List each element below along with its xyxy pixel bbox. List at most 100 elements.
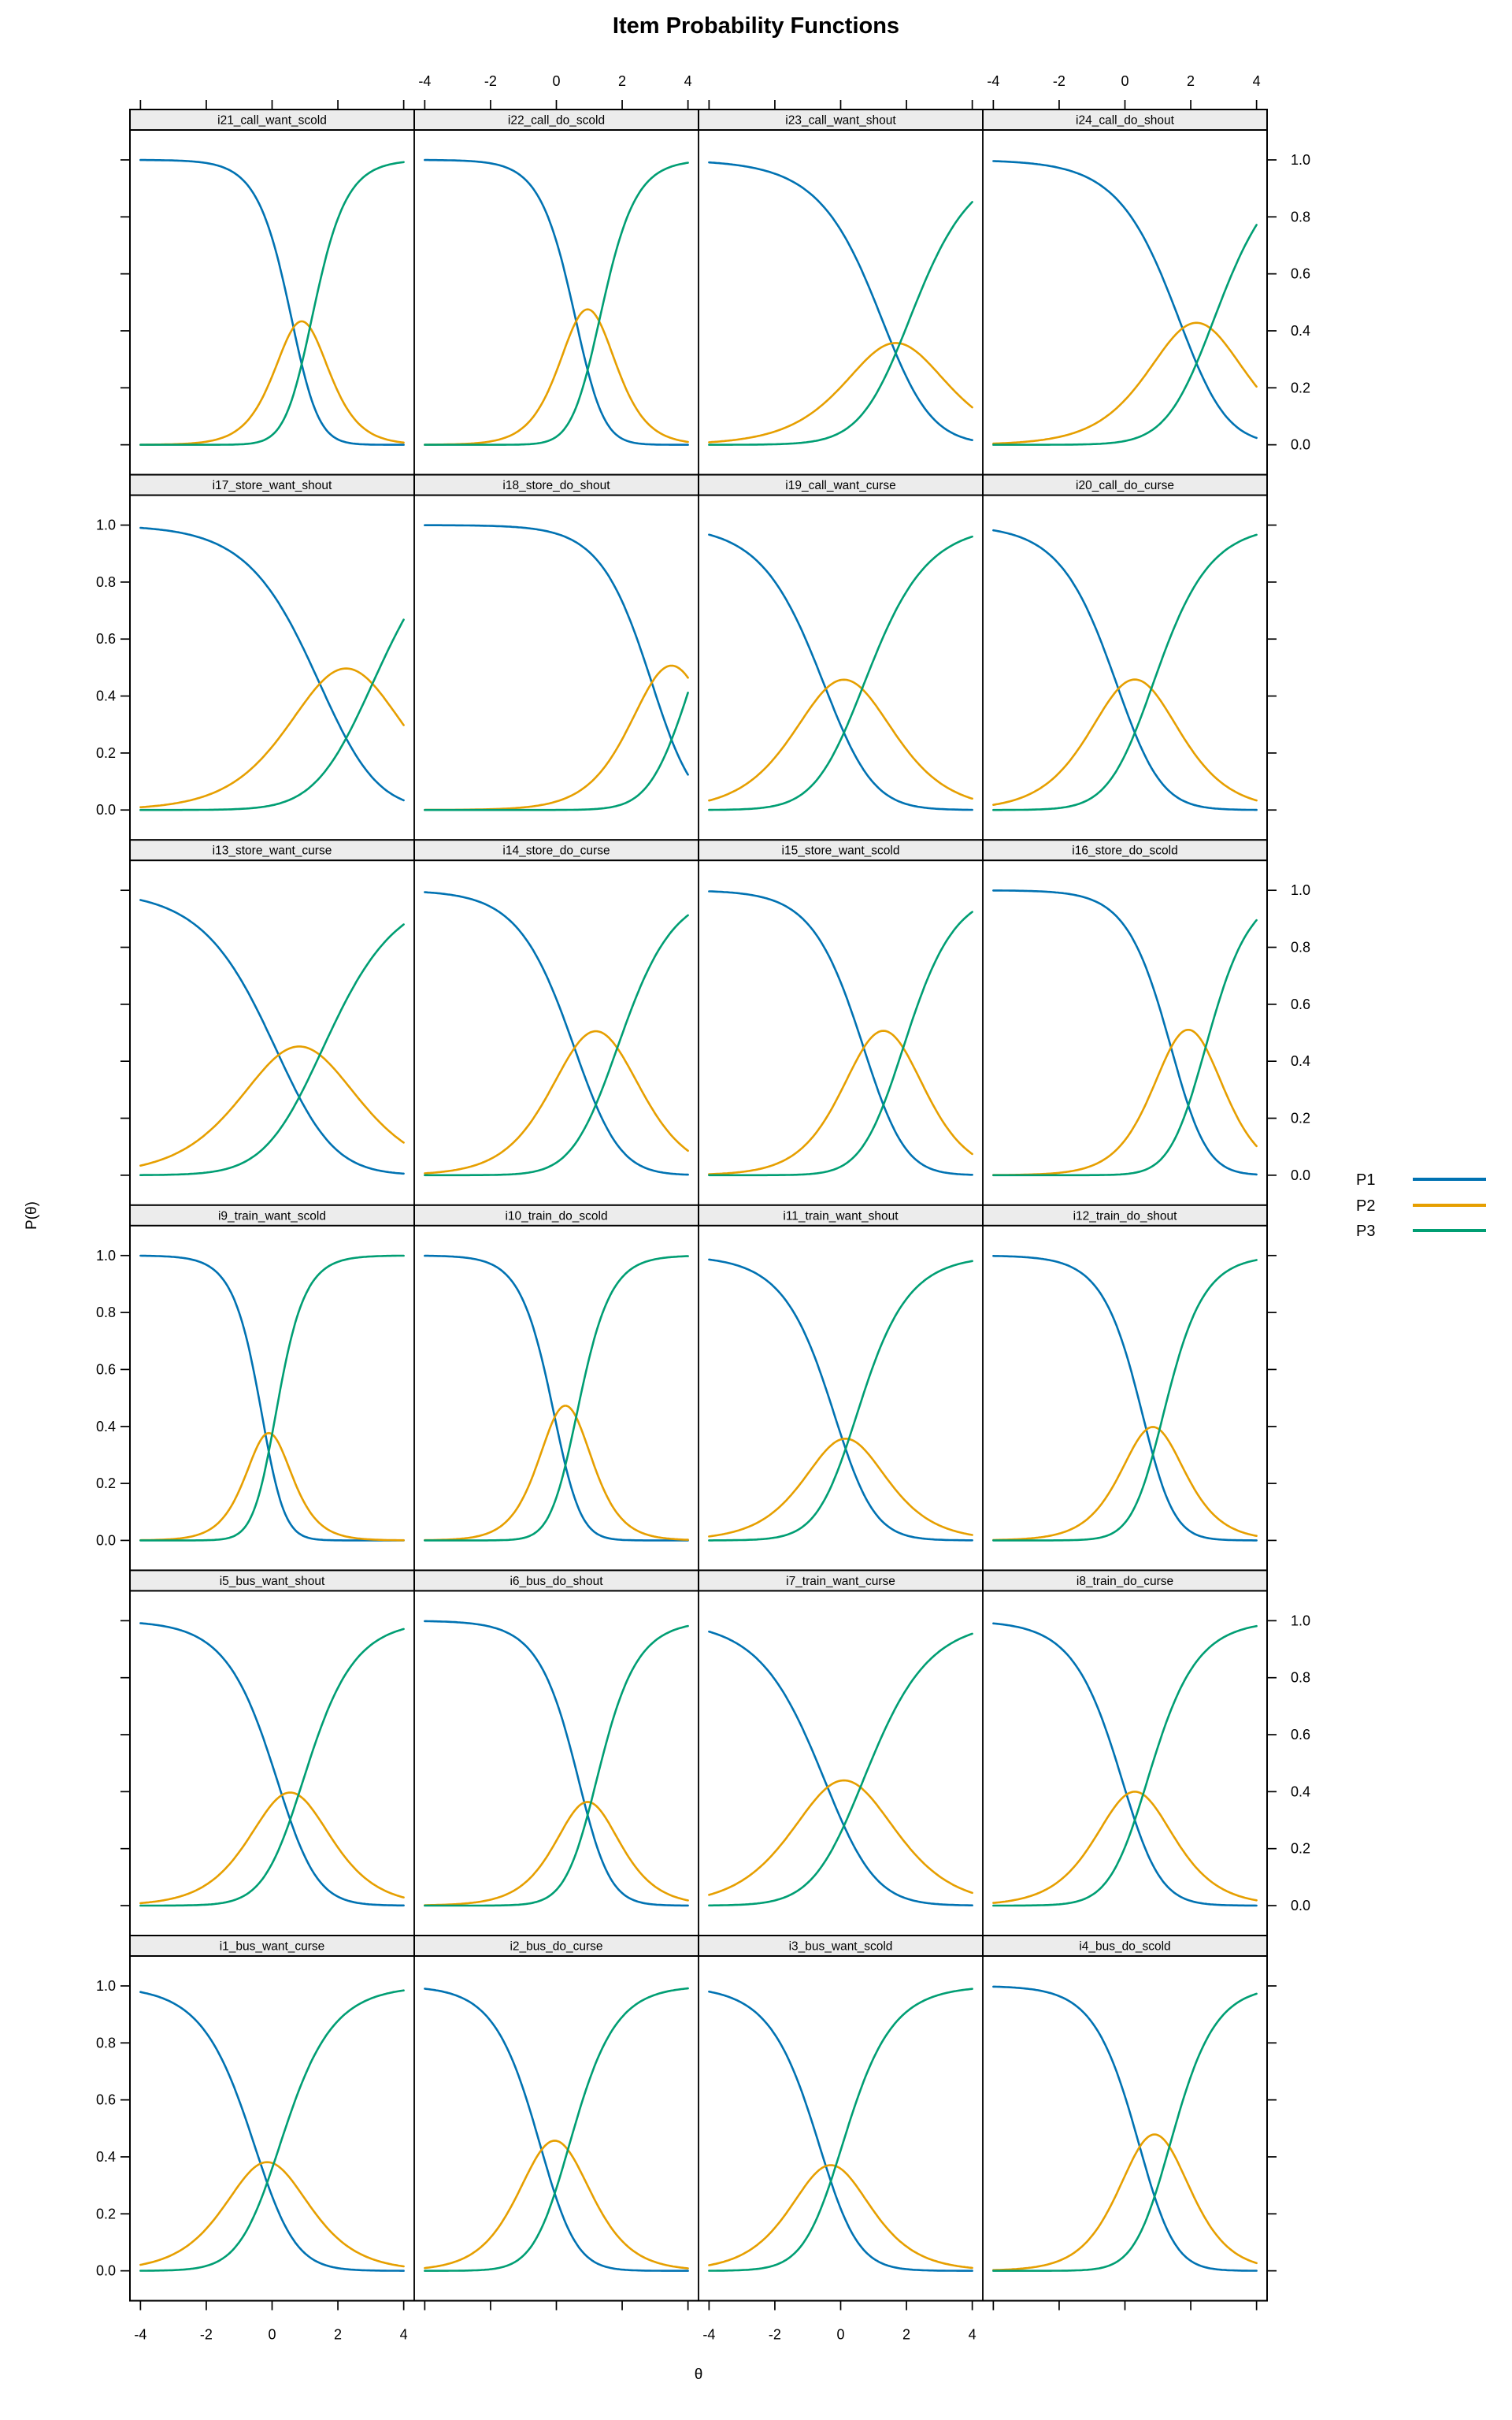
- strip-label-i8_train_do_curse: i8_train_do_curse: [1077, 1575, 1173, 1588]
- curve-P1-i9_train_want_scold: [139, 1254, 405, 1542]
- curve-P1-i11_train_want_shout: [708, 1258, 973, 1542]
- y-tick-label-left: 0.2: [96, 1475, 116, 1491]
- x-tick-label-bottom: 0: [268, 2327, 276, 2343]
- curve-P1-i13_store_want_curse: [139, 899, 405, 1175]
- curve-P3-i14_store_do_curse: [424, 914, 689, 1177]
- x-tick-label-bottom: -4: [134, 2327, 146, 2343]
- legend-label-p2: P2: [1356, 1197, 1375, 1215]
- y-tick-label-right: 0.8: [1291, 940, 1310, 956]
- x-tick-label-top: -2: [484, 73, 497, 89]
- curve-P2-i24_call_do_shout: [992, 321, 1258, 445]
- panel-grid: i21_call_want_scold i22_call_do_scold i23_…: [96, 73, 1310, 2343]
- x-tick-label-bottom: 4: [969, 2327, 976, 2343]
- curve-P3-i4_bus_do_scold: [992, 1992, 1258, 2272]
- chart-title: Item Probability Functions: [613, 13, 899, 39]
- y-tick-label-left: 0.6: [96, 2092, 116, 2108]
- y-tick-label-left: 1.0: [96, 1248, 116, 1264]
- curve-P3-i17_store_want_shout: [139, 618, 405, 811]
- curve-P3-i18_store_do_shout: [424, 691, 689, 811]
- legend-label-p1: P1: [1356, 1171, 1375, 1189]
- y-tick-label-left: 1.0: [96, 518, 116, 533]
- strip-i23_call_want_shout: [698, 109, 984, 131]
- curve-P2-i8_train_do_curse: [992, 1791, 1258, 1904]
- x-tick-label-bottom: -2: [200, 2327, 213, 2343]
- strip-label-i17_store_want_shout: i17_store_want_shout: [213, 479, 332, 492]
- curve-P3-i15_store_want_scold: [708, 911, 973, 1177]
- y-tick-label-left: 0.4: [96, 2149, 116, 2165]
- curve-P2-i13_store_want_curse: [139, 1045, 405, 1167]
- curve-P1-i17_store_want_shout: [139, 526, 405, 802]
- y-tick-label-left: 0.2: [96, 2206, 116, 2221]
- x-tick-label-top: 0: [552, 73, 560, 89]
- y-tick-label-right: 1.0: [1291, 152, 1310, 168]
- curve-P2-i7_train_want_curse: [708, 1779, 973, 1896]
- x-tick-label-bottom: -4: [702, 2327, 715, 2343]
- y-tick-label-left: 0.4: [96, 689, 116, 704]
- strip-i11_train_want_shout: [698, 1204, 984, 1227]
- strip-label-i16_store_do_scold: i16_store_do_scold: [1072, 844, 1177, 858]
- strip-label-i9_train_want_scold: i9_train_want_scold: [218, 1209, 326, 1223]
- curve-P3-i8_train_do_curse: [992, 1624, 1258, 1907]
- strip-i5_bus_want_shout: [129, 1569, 415, 1592]
- x-tick-label-top: -4: [987, 73, 999, 89]
- curve-P2-i5_bus_want_shout: [139, 1791, 405, 1905]
- y-tick-label-right: 0.2: [1291, 1841, 1310, 1857]
- curve-P2-i1_bus_want_curse: [139, 2161, 405, 2268]
- curve-P3-i12_train_do_shout: [992, 1259, 1258, 1542]
- curve-P3-i9_train_want_scold: [139, 1254, 405, 1542]
- strip-i14_store_do_curse: [413, 839, 699, 862]
- curve-P1-i6_bus_do_shout: [424, 1620, 689, 1907]
- strip-i17_store_want_shout: [129, 473, 415, 496]
- curve-P1-i24_call_do_shout: [992, 160, 1258, 440]
- curve-P2-i6_bus_do_shout: [424, 1801, 689, 1906]
- curve-P2-i2_bus_do_curse: [424, 2140, 689, 2270]
- strip-label-i23_call_want_shout: i23_call_want_shout: [785, 114, 896, 128]
- strip-i7_train_want_curse: [698, 1569, 984, 1592]
- y-tick-label-right: 0.0: [1291, 437, 1310, 453]
- curve-P2-i20_call_do_curse: [992, 678, 1258, 807]
- y-tick-label-left: 0.0: [96, 802, 116, 818]
- strip-label-i15_store_want_scold: i15_store_want_scold: [782, 844, 900, 858]
- y-tick-label-right: 0.4: [1291, 323, 1310, 339]
- y-tick-label-right: 1.0: [1291, 882, 1310, 898]
- y-tick-label-left: 0.8: [96, 2035, 116, 2051]
- strip-label-i24_call_do_shout: i24_call_do_shout: [1076, 114, 1175, 128]
- curve-P3-i24_call_do_shout: [992, 224, 1258, 446]
- legend-item-p1: P1: [1356, 1171, 1486, 1189]
- curve-P2-i11_train_want_shout: [708, 1438, 973, 1538]
- y-tick-label-left: 1.0: [96, 1978, 116, 1994]
- legend-label-p3: P3: [1356, 1223, 1375, 1240]
- curve-P3-i5_bus_want_shout: [139, 1628, 405, 1907]
- curve-P1-i12_train_do_shout: [992, 1255, 1258, 1542]
- strip-label-i7_train_want_curse: i7_train_want_curse: [786, 1575, 895, 1588]
- curve-P1-i23_call_want_shout: [708, 161, 973, 442]
- y-tick-label-left: 0.8: [96, 574, 116, 590]
- y-tick-label-left: 0.6: [96, 631, 116, 647]
- x-tick-label-bottom: -2: [769, 2327, 781, 2343]
- curve-P3-i22_call_do_scold: [424, 161, 689, 446]
- curve-P2-i17_store_want_shout: [139, 667, 405, 808]
- y-tick-label-right: 0.4: [1291, 1053, 1310, 1069]
- strip-i4_bus_do_scold: [982, 1935, 1268, 1957]
- y-tick-label-right: 0.6: [1291, 1727, 1310, 1743]
- y-tick-label-left: 0.0: [96, 2263, 116, 2279]
- strip-label-i3_bus_want_scold: i3_bus_want_scold: [789, 1940, 893, 1954]
- strip-label-i12_train_do_shout: i12_train_do_shout: [1073, 1209, 1178, 1223]
- strip-label-i2_bus_do_curse: i2_bus_do_curse: [510, 1940, 602, 1954]
- strip-label-i19_call_want_curse: i19_call_want_curse: [785, 479, 895, 492]
- strip-label-i6_bus_do_shout: i6_bus_do_shout: [510, 1575, 603, 1588]
- x-axis-title: θ: [695, 2366, 703, 2383]
- legend: P1 P2 P3: [1356, 1171, 1486, 1240]
- curve-P1-i4_bus_do_scold: [992, 1985, 1258, 2272]
- curve-P3-i19_call_want_curse: [708, 535, 973, 811]
- curve-P2-i12_train_do_shout: [992, 1426, 1258, 1542]
- strip-label-i14_store_do_curse: i14_store_do_curse: [502, 844, 610, 858]
- curve-P1-i15_store_want_scold: [708, 890, 973, 1176]
- x-tick-label-top: -4: [418, 73, 431, 89]
- outer-frame: [129, 109, 1268, 2302]
- curve-P3-i11_train_want_shout: [708, 1260, 973, 1542]
- curve-P1-i18_store_do_shout: [424, 524, 689, 776]
- y-tick-label-right: 0.4: [1291, 1783, 1310, 1799]
- curve-P3-i20_call_do_curse: [992, 533, 1258, 811]
